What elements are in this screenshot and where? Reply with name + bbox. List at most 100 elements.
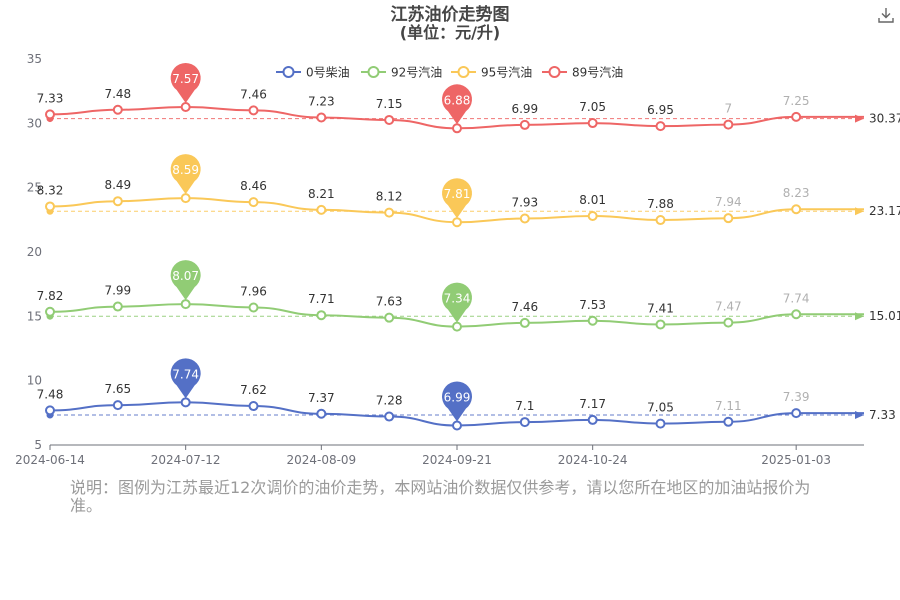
data-label: 7.74 — [783, 291, 810, 305]
x-tick-label: 2024-06-14 — [15, 453, 85, 467]
data-point[interactable] — [587, 211, 598, 222]
data-label: 7.37 — [308, 391, 335, 405]
pin-shape — [442, 84, 472, 125]
series-2: 23.17 8.32 8.49 8.46 8.21 8.12 7.93 8.01 7.88 7.9… — [37, 178, 900, 228]
average-line-arrow — [855, 114, 864, 123]
y-tick-label: 25 — [27, 181, 42, 195]
data-point[interactable] — [723, 317, 734, 328]
pin-label: 6.88 — [444, 93, 471, 107]
data-point[interactable] — [452, 420, 462, 431]
pin-label: 7.81 — [444, 187, 471, 201]
extreme-pin[interactable]: 6.88 — [442, 84, 472, 125]
extreme-pin[interactable]: 8.59 — [170, 154, 201, 195]
data-point[interactable] — [791, 408, 802, 419]
data-point[interactable] — [45, 405, 55, 416]
data-point[interactable] — [45, 109, 55, 120]
data-point[interactable] — [452, 123, 462, 134]
data-point[interactable] — [587, 118, 598, 129]
data-point[interactable] — [384, 312, 395, 323]
axes: 5 10 15 20 25 30 35 2024-06-14 2024-07-12 2024-08… — [15, 52, 864, 467]
data-point[interactable] — [519, 417, 530, 428]
data-point[interactable] — [45, 306, 55, 317]
pin-shape — [442, 282, 473, 323]
extreme-pin[interactable]: 7.81 — [442, 178, 472, 219]
data-point[interactable] — [791, 111, 802, 122]
data-point[interactable] — [655, 215, 666, 226]
extreme-pin[interactable]: 7.57 — [170, 62, 201, 103]
legend-item-2[interactable]: 95号汽油 — [451, 65, 532, 80]
average-value-label: 23.17 — [869, 204, 900, 218]
data-point[interactable] — [112, 400, 123, 411]
data-point[interactable] — [723, 416, 734, 427]
data-point[interactable] — [587, 315, 598, 326]
y-tick-label: 15 — [27, 309, 42, 323]
data-label: 7.82 — [37, 289, 64, 303]
data-point[interactable] — [723, 213, 734, 224]
data-label: 8.01 — [579, 193, 606, 207]
extreme-pin[interactable]: 7.74 — [170, 358, 201, 399]
data-label: 8.12 — [376, 190, 403, 204]
data-label: 7.25 — [783, 94, 810, 108]
data-label: 7.41 — [647, 301, 674, 315]
extreme-pin[interactable]: 6.99 — [442, 381, 473, 422]
data-point[interactable] — [248, 302, 259, 313]
average-value-label: 30.37 — [869, 112, 900, 126]
data-label: 7.94 — [715, 195, 742, 209]
legend-label: 95号汽油 — [481, 65, 532, 80]
extreme-pin[interactable]: 7.34 — [442, 282, 473, 323]
legend-label: 92号汽油 — [391, 65, 442, 80]
data-point[interactable] — [112, 301, 123, 312]
data-point[interactable] — [384, 114, 395, 125]
x-tick-label: 2024-10-24 — [558, 453, 628, 467]
data-point[interactable] — [791, 204, 802, 215]
data-point[interactable] — [180, 299, 191, 310]
data-label: 6.99 — [511, 102, 538, 116]
pin-shape — [442, 178, 472, 219]
data-label: 7.11 — [715, 399, 742, 413]
data-point[interactable] — [180, 397, 191, 408]
data-point[interactable] — [248, 401, 259, 412]
data-point[interactable] — [112, 196, 123, 207]
data-point[interactable] — [384, 207, 395, 218]
data-point[interactable] — [316, 408, 327, 419]
pin-shape — [442, 381, 473, 422]
legend: 0号柴油 92号汽油 95号汽油 89号汽油 — [276, 65, 623, 80]
series-3: 30.37 7.33 7.48 7.46 7.23 7.15 6.99 7.05 6.95 7 7.… — [37, 87, 900, 134]
data-point[interactable] — [180, 193, 191, 204]
y-tick-label: 30 — [27, 116, 42, 130]
legend-item-3[interactable]: 89号汽油 — [542, 65, 623, 80]
data-point[interactable] — [587, 414, 598, 425]
data-label: 7.71 — [308, 292, 335, 306]
pin-label: 7.57 — [172, 72, 199, 86]
pin-shape — [170, 358, 201, 399]
data-label: 7.46 — [511, 300, 538, 314]
data-label: 7.53 — [579, 298, 606, 312]
extreme-pin[interactable]: 8.07 — [170, 260, 201, 301]
legend-item-0[interactable]: 0号柴油 — [276, 66, 350, 80]
data-point[interactable] — [519, 317, 530, 328]
legend-symbol — [282, 66, 295, 78]
data-point[interactable] — [248, 105, 259, 116]
data-point[interactable] — [248, 197, 259, 208]
data-point[interactable] — [180, 101, 191, 112]
data-point[interactable] — [452, 321, 462, 332]
data-label: 7.63 — [376, 295, 403, 309]
data-point[interactable] — [45, 201, 55, 212]
data-point[interactable] — [655, 319, 666, 330]
data-point[interactable] — [452, 217, 462, 228]
data-label: 8.23 — [783, 186, 810, 200]
data-point[interactable] — [316, 310, 327, 321]
legend-item-1[interactable]: 92号汽油 — [361, 65, 442, 80]
data-point[interactable] — [384, 411, 395, 422]
data-point[interactable] — [519, 213, 530, 224]
data-point[interactable] — [316, 204, 327, 215]
data-point[interactable] — [723, 119, 734, 130]
data-label: 7.88 — [647, 197, 674, 211]
data-point[interactable] — [519, 119, 530, 130]
data-point[interactable] — [655, 418, 666, 429]
data-point[interactable] — [791, 309, 802, 320]
data-point[interactable] — [655, 121, 666, 132]
download-icon[interactable] — [877, 6, 895, 24]
data-point[interactable] — [112, 104, 123, 115]
data-point[interactable] — [316, 112, 327, 123]
